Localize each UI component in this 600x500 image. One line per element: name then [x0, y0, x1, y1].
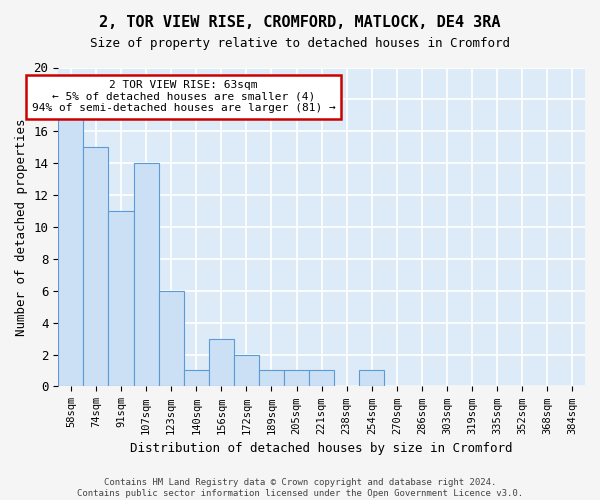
Bar — [359, 370, 385, 386]
Bar — [83, 147, 109, 386]
Text: 2 TOR VIEW RISE: 63sqm
← 5% of detached houses are smaller (4)
94% of semi-detac: 2 TOR VIEW RISE: 63sqm ← 5% of detached … — [32, 80, 335, 114]
Bar — [158, 291, 184, 386]
Bar — [259, 370, 284, 386]
Bar — [134, 163, 158, 386]
Text: Size of property relative to detached houses in Cromford: Size of property relative to detached ho… — [90, 38, 510, 51]
Y-axis label: Number of detached properties: Number of detached properties — [15, 118, 28, 336]
Bar — [309, 370, 334, 386]
Text: 2, TOR VIEW RISE, CROMFORD, MATLOCK, DE4 3RA: 2, TOR VIEW RISE, CROMFORD, MATLOCK, DE4… — [99, 15, 501, 30]
X-axis label: Distribution of detached houses by size in Cromford: Distribution of detached houses by size … — [130, 442, 513, 455]
Text: Contains HM Land Registry data © Crown copyright and database right 2024.
Contai: Contains HM Land Registry data © Crown c… — [77, 478, 523, 498]
Bar — [109, 211, 134, 386]
Bar — [234, 354, 259, 386]
Bar — [58, 116, 83, 386]
Bar — [184, 370, 209, 386]
Bar — [284, 370, 309, 386]
Bar — [209, 338, 234, 386]
